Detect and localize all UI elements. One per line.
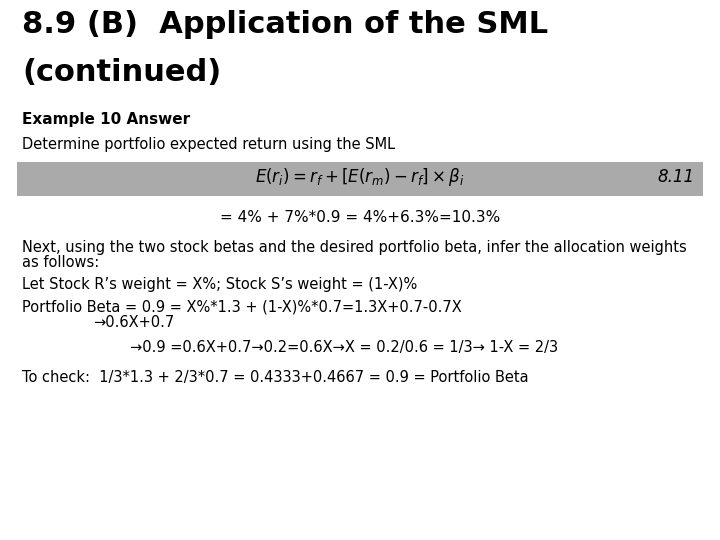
- Bar: [17, 162, 703, 196]
- Text: Portfolio Beta = 0.9 = X%*1.3 + (1-X)%*0.7=1.3X+0.7-0.7X: Portfolio Beta = 0.9 = X%*1.3 + (1-X)%*0…: [22, 299, 462, 314]
- Text: (continued): (continued): [22, 58, 221, 87]
- Text: →0.6X+0.7: →0.6X+0.7: [94, 315, 175, 330]
- Text: Determine portfolio expected return using the SML: Determine portfolio expected return usin…: [22, 137, 395, 152]
- Text: To check:  1/3*1.3 + 2/3*0.7 = 0.4333+0.4667 = 0.9 = Portfolio Beta: To check: 1/3*1.3 + 2/3*0.7 = 0.4333+0.4…: [22, 370, 528, 385]
- Text: = 4% + 7%*0.9 = 4%+6.3%=10.3%: = 4% + 7%*0.9 = 4%+6.3%=10.3%: [220, 210, 500, 225]
- Text: Next, using the two stock betas and the desired portfolio beta, infer the alloca: Next, using the two stock betas and the …: [22, 240, 686, 255]
- Text: as follows:: as follows:: [22, 255, 99, 270]
- Text: $E(r_i) = r_f + [E(r_m) - r_f] \times \beta_i$: $E(r_i) = r_f + [E(r_m) - r_f] \times \b…: [256, 166, 464, 188]
- Text: 8.9 (B)  Application of the SML: 8.9 (B) Application of the SML: [22, 10, 548, 39]
- Text: Let Stock R’s weight = X%; Stock S’s weight = (1-X)%: Let Stock R’s weight = X%; Stock S’s wei…: [22, 277, 417, 292]
- Text: →0.9 =0.6X+0.7→0.2=0.6X→X = 0.2/0.6 = 1/3→ 1-X = 2/3: →0.9 =0.6X+0.7→0.2=0.6X→X = 0.2/0.6 = 1/…: [130, 340, 558, 355]
- Text: 8.11: 8.11: [658, 168, 695, 186]
- Text: Example 10 Answer: Example 10 Answer: [22, 112, 190, 127]
